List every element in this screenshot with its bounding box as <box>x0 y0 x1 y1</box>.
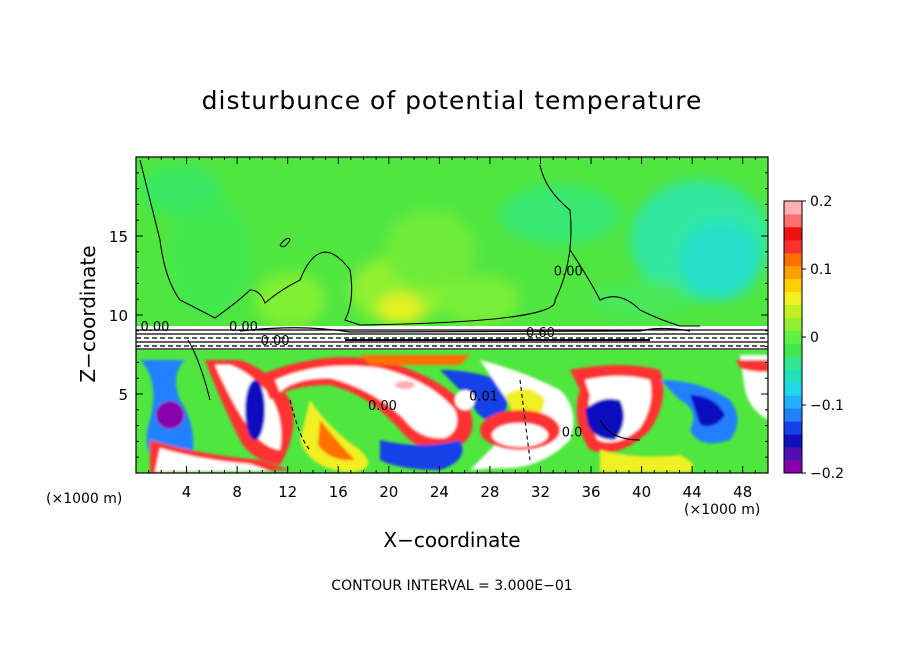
colorbar-swatch <box>784 369 802 383</box>
colorbar-swatch <box>784 317 802 331</box>
contour-label: 0.00 <box>261 334 290 349</box>
x-unit-label: (×1000 m) <box>684 502 761 518</box>
colorbar-swatch <box>784 408 802 422</box>
colorbar-swatch <box>784 291 802 306</box>
x-tick-label: 44 <box>683 483 702 501</box>
colorbar-swatch <box>784 226 802 241</box>
colorbar-tick-label: 0.1 <box>810 262 832 278</box>
contour-label: 0.0 <box>562 426 583 441</box>
colorbar-swatch <box>784 421 802 435</box>
x-tick-label: 4 <box>182 483 192 501</box>
colorbar: 0.2 0.1 0 −0.1 −0.2 <box>783 194 844 482</box>
colorbar-swatch <box>784 382 802 396</box>
colorbar-swatch <box>784 356 802 370</box>
contour-label: 0.60 <box>526 326 555 341</box>
colorbar-tick-label: 0 <box>810 330 819 346</box>
colorbar-swatch <box>784 460 802 474</box>
colorbar-tick-label: 0.2 <box>810 194 832 210</box>
colorbar-swatch <box>784 278 802 293</box>
upper-field-blobs <box>140 165 768 328</box>
x-tick-label: 20 <box>379 483 398 501</box>
colorbar-swatch <box>784 343 802 357</box>
heatmap-field <box>136 157 768 473</box>
y-tick-label: 10 <box>109 307 128 325</box>
colorbar-swatch <box>784 330 802 344</box>
y-unit-label: (×1000 m) <box>46 491 123 507</box>
x-tick-label: 40 <box>632 483 651 501</box>
colorbar-swatch <box>784 239 802 254</box>
x-tick-label: 48 <box>733 483 752 501</box>
colorbar-swatch <box>784 447 802 461</box>
contour-label: 0.00 <box>140 320 169 335</box>
colorbar-swatch <box>784 252 802 267</box>
contour-interval-note: CONTOUR INTERVAL = 3.000E−01 <box>331 578 573 594</box>
contour-label: 0.00 <box>554 265 583 280</box>
y-axis-ticks: 5 10 15 <box>109 172 768 458</box>
contour-label: 0.00 <box>229 320 258 335</box>
colorbar-swatch <box>784 265 802 280</box>
x-axis-label: X−coordinate <box>383 528 521 552</box>
contour-label: 0.01 <box>469 389 498 404</box>
colorbar-swatch <box>784 304 802 318</box>
contour-label: 0.00 <box>368 399 397 414</box>
contour-labels: 0.00 0.000.000.600.000.000.010.0 <box>140 265 582 441</box>
x-tick-label: 8 <box>232 483 242 501</box>
colorbar-swatch <box>784 201 802 215</box>
x-tick-label: 12 <box>278 483 297 501</box>
colorbar-swatch <box>784 395 802 409</box>
chart-title: disturbunce of potential temperature <box>201 86 703 115</box>
colorbar-tick-label: −0.1 <box>810 398 844 414</box>
x-axis-ticks: 4 8 12 16 20 24 28 32 36 40 44 48 <box>148 157 756 501</box>
x-tick-label: 36 <box>581 483 600 501</box>
field-contours <box>139 159 700 461</box>
x-tick-label: 32 <box>531 483 550 501</box>
y-tick-label: 15 <box>109 228 128 246</box>
y-tick-label: 5 <box>118 386 128 404</box>
colorbar-swatch <box>784 434 802 448</box>
x-tick-label: 24 <box>430 483 449 501</box>
inversion-contours <box>136 327 768 350</box>
lower-field-eddies <box>140 355 768 473</box>
x-tick-label: 16 <box>329 483 348 501</box>
x-tick-label: 28 <box>480 483 499 501</box>
colorbar-tick-label: −0.2 <box>810 466 844 482</box>
colorbar-swatch <box>784 213 802 228</box>
